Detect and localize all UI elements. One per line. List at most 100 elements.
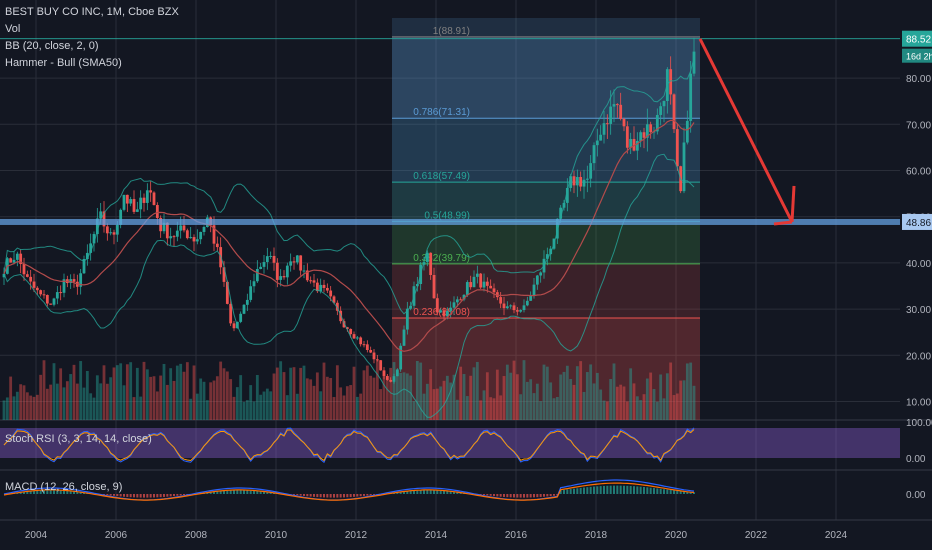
candle-body xyxy=(85,252,89,260)
macd-hist-bar xyxy=(616,485,619,494)
candle-body xyxy=(232,323,236,329)
macd-hist-bar xyxy=(53,490,55,494)
macd-hist-bar xyxy=(636,486,639,494)
macd-hist-bar xyxy=(116,494,119,497)
macd-hist-bar xyxy=(326,494,329,498)
macd-hist-bar xyxy=(159,494,162,498)
volume-bar xyxy=(685,363,689,420)
candle-body xyxy=(312,280,316,283)
candle-body xyxy=(409,305,413,309)
y-tick-label: 20.00 xyxy=(906,351,931,362)
macd-hist-bar xyxy=(106,494,109,496)
volume-bar xyxy=(532,393,536,420)
projection-arrow-shaft xyxy=(698,38,794,223)
macd-hist-bar xyxy=(526,494,529,498)
volume-bar xyxy=(692,385,696,420)
candle-body xyxy=(229,303,233,324)
candle-body xyxy=(439,310,443,313)
macd-hist-bar xyxy=(569,489,572,494)
volume-bar xyxy=(295,393,299,420)
candle-body xyxy=(689,73,693,121)
macd-hist-bar xyxy=(643,486,645,494)
volume-bar xyxy=(202,381,206,420)
volume-bar xyxy=(275,367,279,420)
volume-bar xyxy=(662,398,666,420)
macd-hist-bar xyxy=(319,494,322,498)
candle-body xyxy=(625,126,629,148)
volume-bar xyxy=(99,383,103,420)
candle-body xyxy=(29,276,33,282)
projection-arrow-head-right xyxy=(790,185,796,223)
volume-bar xyxy=(119,363,123,420)
candle-body xyxy=(515,310,519,312)
macd-hist-bar xyxy=(523,494,525,498)
macd-hist-bar xyxy=(676,490,679,494)
candle-body xyxy=(569,176,573,188)
volume-bar xyxy=(555,396,559,420)
bb-lower xyxy=(3,153,695,418)
candle-body xyxy=(295,255,299,263)
macd-hist-bar xyxy=(503,494,505,497)
volume-bar xyxy=(529,379,533,420)
volume-bar xyxy=(349,385,353,420)
candle-body xyxy=(649,124,653,133)
volume-bar xyxy=(549,382,553,420)
volume-bar xyxy=(439,386,443,420)
volume-bar xyxy=(615,386,619,420)
macd-hist-bar xyxy=(686,491,689,494)
candle-body xyxy=(379,360,383,371)
macd-hist-bar xyxy=(576,488,579,494)
candle-body xyxy=(479,273,483,288)
candle-body xyxy=(112,232,116,235)
candle-body xyxy=(242,304,246,314)
candle-body xyxy=(472,276,476,288)
fib-label-0: 1(88.91) xyxy=(433,26,470,37)
volume-bar xyxy=(62,387,66,420)
volume-bar xyxy=(355,396,359,420)
candle-body xyxy=(462,294,466,300)
macd-hist-bar xyxy=(683,491,685,494)
volume-bar xyxy=(392,362,396,420)
volume-bar xyxy=(135,367,139,420)
volume-bar xyxy=(689,362,693,420)
volume-bar xyxy=(365,365,369,420)
volume-bar xyxy=(432,389,436,420)
macd-hist-bar xyxy=(209,491,212,494)
volume-bar xyxy=(672,395,676,420)
volume-bar xyxy=(475,361,479,420)
volume-bar xyxy=(645,378,649,420)
candle-body xyxy=(95,218,99,235)
volume-bar xyxy=(399,372,403,420)
candle-body xyxy=(359,337,363,345)
volume-bar xyxy=(469,375,473,420)
macd-hist-bar xyxy=(19,492,22,494)
volume-bar xyxy=(629,368,633,420)
fib-label-3: 0.5(48.99) xyxy=(424,210,470,221)
candle-body xyxy=(315,282,319,292)
candle-body xyxy=(475,273,479,277)
macd-hist-bar xyxy=(293,494,295,495)
volume-bar xyxy=(259,394,263,420)
candle-body xyxy=(289,261,293,266)
fib-label-1: 0.786(71.31) xyxy=(413,107,470,118)
macd-hist-bar xyxy=(619,485,622,494)
macd-hist-bar xyxy=(456,491,459,494)
volume-bar xyxy=(252,401,256,420)
volume-bar xyxy=(112,367,116,420)
candle-body xyxy=(659,106,663,115)
fib-zone-6 xyxy=(392,317,700,420)
volume-bar xyxy=(65,381,69,420)
candle-body xyxy=(692,51,696,74)
macd-hist-bar xyxy=(573,488,575,494)
candle-body xyxy=(525,300,529,306)
macd-hist-bar xyxy=(693,492,695,494)
level-tag: 48.86 xyxy=(906,218,931,229)
volume-bar xyxy=(425,383,429,420)
candle-body xyxy=(425,252,429,263)
macd-hist-bar xyxy=(113,494,115,496)
macd-hist-bar xyxy=(139,494,142,498)
candle-body xyxy=(12,259,16,263)
macd-hist-bar xyxy=(546,494,549,497)
volume-bar xyxy=(105,383,109,420)
